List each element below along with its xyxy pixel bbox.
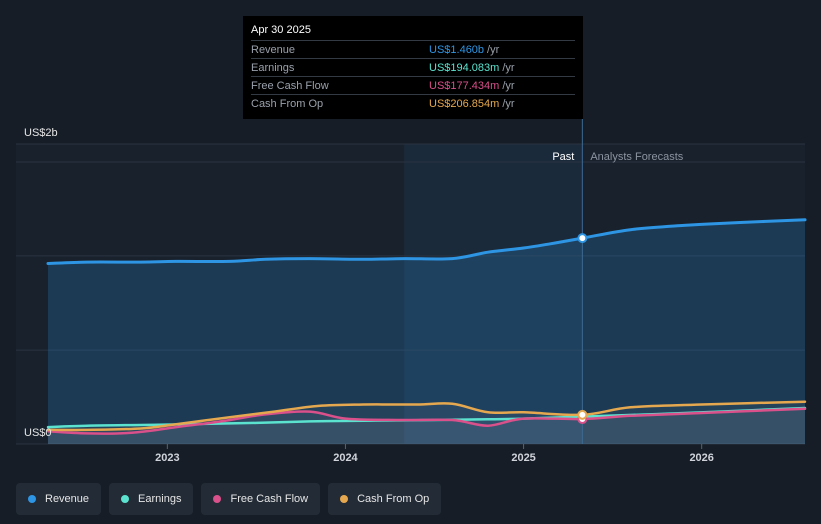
legend-dot-icon [213,495,222,503]
past-highlight-zone [404,144,583,444]
legend-dot-icon [28,495,36,503]
series-area-cash-from-op [48,401,805,444]
tooltip-row-free-cash-flow: Free Cash Flow US$177.434m /yr [251,76,575,94]
legend-label: Free Cash Flow [230,493,309,505]
marker-revenue [577,233,588,244]
tooltip-label: Cash From Op [251,97,324,110]
legend-dot-icon [340,495,349,503]
x-tick-label: 2024 [333,452,358,464]
tooltip-row-revenue: Revenue US$1.460b /yr [251,40,575,58]
chart-canvas: US$2b US$0 Past Analysts Forecasts 2023 2… [16,118,807,464]
series-areas [48,219,805,444]
tooltip-value: US$177.434m [429,79,500,92]
legend-dot-icon [121,495,130,503]
tooltip-value: US$194.083m [429,61,500,74]
y-axis-top-label: US$2b [24,127,58,139]
tooltip-unit: /yr [502,79,515,92]
legend-item-revenue[interactable]: Revenue [16,483,102,515]
series-line-revenue [46,218,807,265]
series-area-revenue [48,219,805,444]
legend-label: Revenue [45,493,90,505]
legend-item-free-cash-flow[interactable]: Free Cash Flow [201,483,321,515]
data-tooltip: Apr 30 2025 Revenue US$1.460b /yr Earnin… [243,16,583,119]
legend-item-cash-from-op[interactable]: Cash From Op [328,483,442,515]
legend-label: Earnings [138,493,182,505]
tooltip-value: US$206.854m [429,97,500,110]
tooltip-label: Earnings [251,61,295,74]
series-line-cash-from-op [46,400,807,432]
tooltip-label: Revenue [251,43,296,56]
tooltip-row-earnings: Earnings US$194.083m /yr [251,58,575,76]
tooltip-unit: /yr [487,43,500,56]
divider-markers [577,233,588,425]
x-tick-label: 2026 [689,452,713,464]
past-label: Past [552,151,574,163]
x-tick-label: 2023 [155,452,179,464]
x-axis-ticks: 2023 2024 2025 2026 [155,444,714,464]
tooltip-value: US$1.460b [429,43,485,56]
series-line-free-cash-flow [46,407,807,435]
gridlines [16,143,805,445]
x-tick-label: 2025 [511,452,535,464]
chart-legend: Revenue Earnings Free Cash Flow Cash Fro… [16,483,442,515]
series-lines [46,218,807,435]
legend-label: Cash From Op [357,493,430,505]
tooltip-unit: /yr [502,97,515,110]
analysts-forecasts-label: Analysts Forecasts [590,151,683,163]
tooltip-unit: /yr [502,61,515,74]
y-axis-bottom-label: US$0 [24,427,52,439]
tooltip-label: Free Cash Flow [251,79,329,92]
tooltip-row-cash-from-op: Cash From Op US$206.854m /yr [251,94,575,112]
tooltip-date: Apr 30 2025 [251,24,311,36]
legend-item-earnings[interactable]: Earnings [109,483,194,515]
marker-cash-from-op [577,409,588,420]
